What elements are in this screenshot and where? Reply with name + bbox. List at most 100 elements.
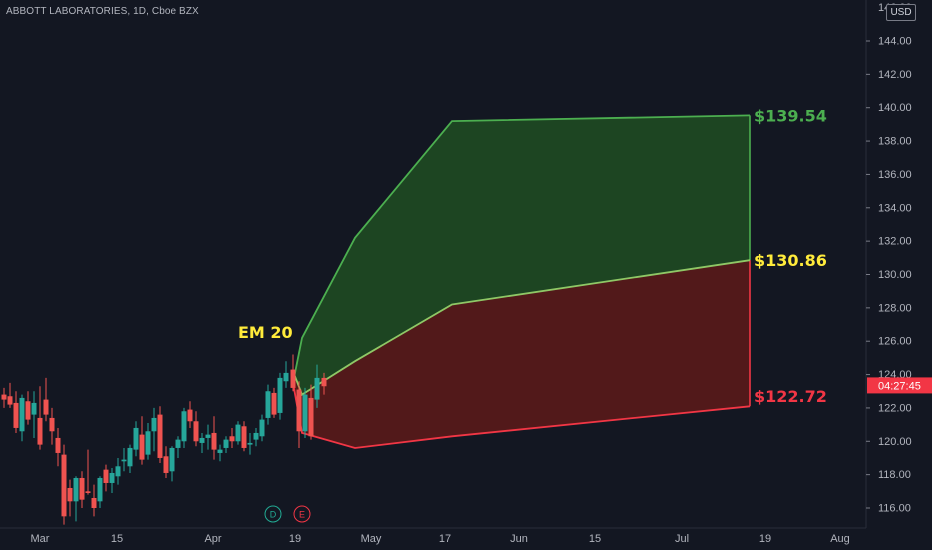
candle xyxy=(229,427,235,448)
candle xyxy=(211,416,217,460)
candle-body xyxy=(115,466,121,477)
currency-button[interactable]: USD xyxy=(886,4,916,21)
candle xyxy=(199,432,205,453)
symbol-title: ABBOTT LABORATORIES, 1D, Cboe BZX xyxy=(6,6,199,17)
candle xyxy=(37,386,43,450)
upper-boundary-line xyxy=(292,114,751,384)
candle-body xyxy=(241,426,247,448)
candle xyxy=(127,444,133,473)
candle xyxy=(145,422,151,460)
time-tick-label: Jul xyxy=(675,533,689,545)
candle-body xyxy=(302,394,308,432)
candle-body xyxy=(217,449,223,453)
event-marker-e[interactable]: E xyxy=(293,505,311,523)
candle xyxy=(181,407,187,448)
candle-body xyxy=(145,431,151,455)
candle-body xyxy=(25,401,31,420)
candle xyxy=(235,421,241,445)
time-tick-label: 17 xyxy=(439,533,451,545)
candle-body xyxy=(73,477,79,502)
candle-body xyxy=(19,397,25,432)
candle xyxy=(308,384,314,440)
candle xyxy=(103,464,109,492)
candle xyxy=(271,387,277,418)
candle xyxy=(314,364,320,408)
candle-body xyxy=(85,491,91,493)
candle xyxy=(139,416,145,465)
price-tick-label: 136.00 xyxy=(878,169,912,181)
candle-body xyxy=(133,427,139,450)
candle-body xyxy=(223,439,229,448)
level-labels: $139.54 $130.86 $122.72 EM 20 xyxy=(238,106,827,406)
candle xyxy=(91,484,97,517)
candle xyxy=(73,476,79,522)
candle-body xyxy=(163,456,169,473)
candle-body xyxy=(169,447,175,472)
candle xyxy=(247,432,253,455)
event-marker-d[interactable]: D xyxy=(264,505,282,523)
candle-body xyxy=(181,411,187,442)
lower-level-label: $122.72 xyxy=(754,387,827,406)
candle-body xyxy=(31,402,37,415)
candle-body xyxy=(314,377,320,400)
candle xyxy=(1,387,7,408)
event-letter: D xyxy=(270,510,277,520)
candle xyxy=(31,391,37,438)
candle-body xyxy=(55,437,61,453)
event-circle xyxy=(264,505,282,523)
candle xyxy=(169,446,175,482)
candle xyxy=(67,479,73,517)
upper-level-label: $139.54 xyxy=(754,106,827,125)
candle xyxy=(43,377,49,422)
price-tick-label: 142.00 xyxy=(878,69,912,81)
price-tick-label: 134.00 xyxy=(878,202,912,214)
candle xyxy=(79,471,85,508)
expected-move-zones xyxy=(292,114,751,449)
candle-body xyxy=(175,439,181,448)
candle xyxy=(7,382,13,408)
candlestick-series xyxy=(1,354,327,525)
candle-body xyxy=(157,414,163,458)
candle xyxy=(259,414,265,442)
candle xyxy=(265,384,271,425)
candle-body xyxy=(259,419,265,437)
event-letter: E xyxy=(299,510,305,520)
candle xyxy=(321,372,327,395)
candle-body xyxy=(121,459,127,462)
candle xyxy=(115,457,121,485)
candle xyxy=(97,476,103,508)
candle-body xyxy=(205,434,211,438)
price-axis[interactable]: 144.00 142.00 140.00 138.00 136.00 134.00 132.… xyxy=(865,0,932,550)
candle-body xyxy=(193,421,199,442)
time-tick-label: Mar xyxy=(31,533,50,545)
candle xyxy=(121,447,127,472)
candle-body xyxy=(247,442,253,445)
candle xyxy=(19,394,25,442)
candle xyxy=(187,401,193,428)
time-tick-label: May xyxy=(361,533,382,545)
upper-zone xyxy=(293,115,750,395)
candle xyxy=(205,424,211,450)
time-tick-label: 15 xyxy=(589,533,601,545)
candle-body xyxy=(253,432,259,440)
candle xyxy=(241,421,247,452)
price-tick-label: 122.00 xyxy=(878,402,912,414)
candle-body xyxy=(127,447,133,467)
candle xyxy=(163,446,169,478)
em-annotation: EM 20 xyxy=(238,323,293,342)
candle-body xyxy=(271,392,277,415)
candle-body xyxy=(290,369,296,388)
candle xyxy=(49,407,55,445)
current-price-countdown: 04:27:45 xyxy=(878,380,921,392)
candle-body xyxy=(49,417,55,432)
candle-body xyxy=(187,409,193,422)
time-axis[interactable]: Mar 15 Apr 19 May 17 Jun 15 Jul 19 Aug xyxy=(0,527,866,545)
candle-body xyxy=(79,477,85,500)
price-tick-label: 118.00 xyxy=(878,469,911,481)
candle xyxy=(277,372,283,420)
candle-body xyxy=(139,434,145,460)
candle xyxy=(290,354,296,392)
candle-body xyxy=(7,396,13,405)
